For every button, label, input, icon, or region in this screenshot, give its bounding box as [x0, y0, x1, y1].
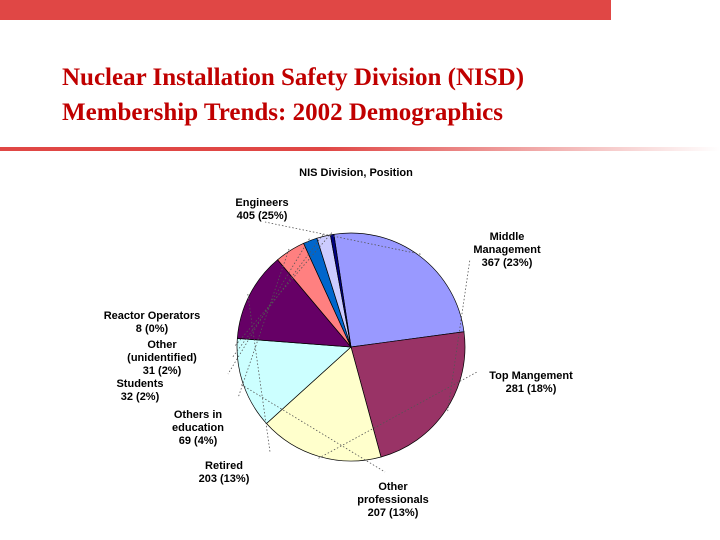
leader-line: [241, 384, 386, 473]
pie-slices: [236, 232, 466, 462]
chart-title: NIS Division, Position: [299, 167, 413, 179]
slice-label: Students 32 (2%): [116, 378, 163, 403]
slice-label: Retired 203 (13%): [199, 460, 250, 485]
leader-line: [231, 234, 324, 359]
slide-title-line-2: Membership Trends: 2002 Demographics: [62, 99, 503, 126]
slice-label: Top Mangement 281 (18%): [489, 370, 573, 395]
pie-slice-middle-management: [350, 331, 466, 458]
slice-label: Middle Management 367 (23%): [473, 231, 541, 269]
leader-line: [233, 232, 333, 348]
title-underline: [0, 147, 720, 151]
slice-label: Engineers 405 (25%): [235, 197, 288, 222]
slice-label: Other professionals 207 (13%): [357, 481, 429, 519]
pie-slice-retired: [236, 259, 352, 348]
pie-slice-top-mangement: [265, 346, 382, 462]
slide-title: Nuclear Installation Safety Division (NI…: [62, 60, 702, 130]
label-leaders: [227, 221, 478, 473]
slide-title-line-1: Nuclear Installation Safety Division (NI…: [62, 64, 525, 91]
slice-label: Other (unidentified) 31 (2%): [127, 339, 197, 377]
slice-label: Reactor Operators 8 (0%): [104, 310, 201, 335]
slice-labels: Engineers 405 (25%) Middle Management 367 (2…: [104, 197, 573, 519]
pie-slice-reactor-operators: [329, 233, 352, 348]
top-accent-bar: [0, 0, 611, 20]
pie-slice-engineers: [333, 232, 465, 348]
slice-label: Others in education 69 (4%): [172, 409, 224, 447]
pie-slice-other-professionals: [236, 338, 352, 425]
